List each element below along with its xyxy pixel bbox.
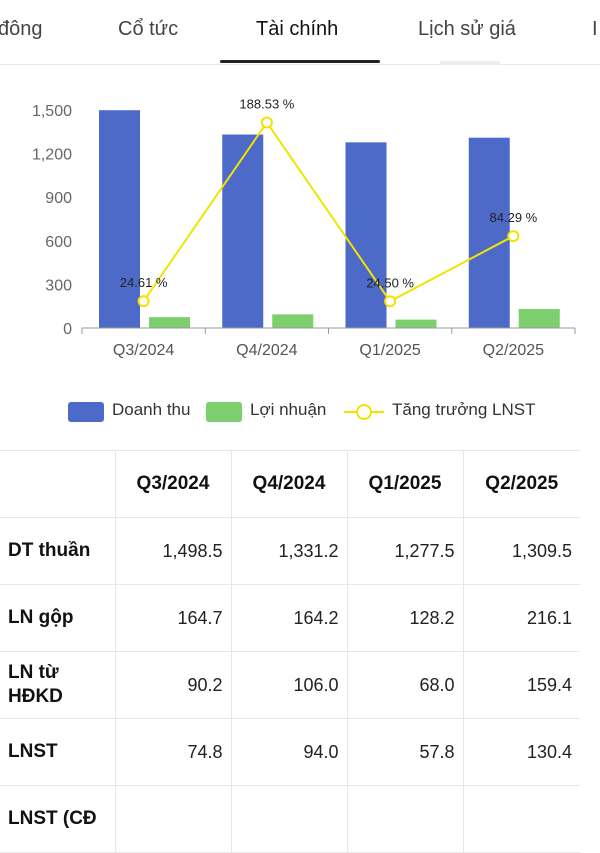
tab-bar: đông Cổ tức Tài chính Lịch sử giá I <box>0 0 600 65</box>
x-tick-label: Q2/2025 <box>483 342 544 359</box>
tab-dividends[interactable]: Cổ tức <box>118 18 179 40</box>
table-header-cell: Q2/2025 <box>463 450 580 518</box>
row-label: LNST (CĐ <box>0 785 116 853</box>
table-header-cell: Q3/2024 <box>115 450 232 518</box>
y-tick-label: 1,200 <box>32 147 72 164</box>
legend-profit-label[interactable]: Lợi nhuận <box>250 400 327 419</box>
profit-bar <box>272 314 314 328</box>
table-cell: 164.7 <box>115 584 232 652</box>
profit-bar <box>518 309 560 328</box>
table-cell: 159.4 <box>463 651 580 719</box>
revenue-bar <box>468 137 510 328</box>
chart-legend: Doanh thu Lợi nhuận Tăng trưởng LNST <box>0 392 600 432</box>
table-cell <box>115 785 232 853</box>
legend-profit-swatch <box>206 402 242 422</box>
table-cell: 1,277.5 <box>347 517 464 585</box>
profit-bar <box>149 317 190 328</box>
table-header-cell: Q4/2024 <box>231 450 348 518</box>
y-tick-label: 1,500 <box>32 103 72 120</box>
table-row: LN gộp 164.7 164.2 128.2 216.1 <box>0 584 580 652</box>
growth-data-label: 24.61 % <box>120 275 168 290</box>
table-cell: 130.4 <box>463 718 580 786</box>
table-cell: 164.2 <box>231 584 348 652</box>
row-label: LN từ HĐKD <box>0 651 116 719</box>
legend-revenue-swatch <box>68 402 104 422</box>
legend-growth-marker-icon <box>356 404 372 420</box>
table-row: LNST 74.8 94.0 57.8 130.4 <box>0 718 580 786</box>
row-label: DT thuần <box>0 517 116 585</box>
tab-more[interactable]: I <box>592 18 598 40</box>
growth-data-label: 188.53 % <box>239 97 294 112</box>
y-tick-label: 0 <box>63 321 72 338</box>
table-cell: 106.0 <box>231 651 348 719</box>
x-tick-label: Q3/2024 <box>113 342 174 359</box>
legend-growth-label[interactable]: Tăng trưởng LNST <box>392 400 536 419</box>
growth-point <box>384 295 397 308</box>
finance-chart: 0 300 600 900 1,200 1,500 Q3/2024 Q4/2024 Q1/202… <box>32 97 576 359</box>
table-cell: 57.8 <box>347 718 464 786</box>
table-header-cell <box>0 450 116 518</box>
growth-point <box>137 295 150 308</box>
active-tab-indicator <box>220 60 380 63</box>
table-row: DT thuần 1,498.5 1,331.2 1,277.5 1,309.5 <box>0 517 580 585</box>
tab-scroll-indicator <box>440 61 500 65</box>
table-cell <box>347 785 464 853</box>
x-tick-label: Q1/2025 <box>359 342 420 359</box>
legend-revenue-label[interactable]: Doanh thu <box>112 400 191 419</box>
growth-point <box>260 116 273 129</box>
table-cell: 216.1 <box>463 584 580 652</box>
table-cell: 94.0 <box>231 718 348 786</box>
table-row: LN từ HĐKD 90.2 106.0 68.0 159.4 <box>0 651 580 719</box>
revenue-bar <box>99 110 140 328</box>
table-cell: 90.2 <box>115 651 232 719</box>
table-cell: 1,309.5 <box>463 517 580 585</box>
table-header-cell: Q1/2025 <box>347 450 464 518</box>
growth-line <box>142 120 514 303</box>
tab-finance[interactable]: Tài chính <box>256 18 339 40</box>
y-tick-label: 300 <box>45 277 72 294</box>
tab-shareholders[interactable]: đông <box>0 18 43 40</box>
financial-table: Q3/2024 Q4/2024 Q1/2025 Q2/2025 DT thuần… <box>0 450 580 853</box>
table-row: LNST (CĐ <box>0 785 580 853</box>
table-cell: 1,498.5 <box>115 517 232 585</box>
revenue-bar <box>222 134 264 328</box>
tab-price-history[interactable]: Lịch sử giá <box>418 18 516 40</box>
row-label: LN gộp <box>0 584 116 652</box>
table-header-row: Q3/2024 Q4/2024 Q1/2025 Q2/2025 <box>0 450 580 518</box>
growth-data-label: 84.29 % <box>490 210 538 225</box>
table-cell: 128.2 <box>347 584 464 652</box>
growth-point <box>507 230 520 243</box>
table-cell: 1,331.2 <box>231 517 348 585</box>
table-cell <box>231 785 348 853</box>
growth-data-label: 24.50 % <box>366 275 414 290</box>
table-cell <box>463 785 580 853</box>
row-label: LNST <box>0 718 116 786</box>
y-tick-label: 600 <box>45 234 72 251</box>
table-cell: 68.0 <box>347 651 464 719</box>
table-cell: 74.8 <box>115 718 232 786</box>
y-tick-label: 900 <box>45 190 72 207</box>
x-tick-label: Q4/2024 <box>236 342 297 359</box>
revenue-bar <box>345 142 387 328</box>
profit-bar <box>395 319 437 328</box>
